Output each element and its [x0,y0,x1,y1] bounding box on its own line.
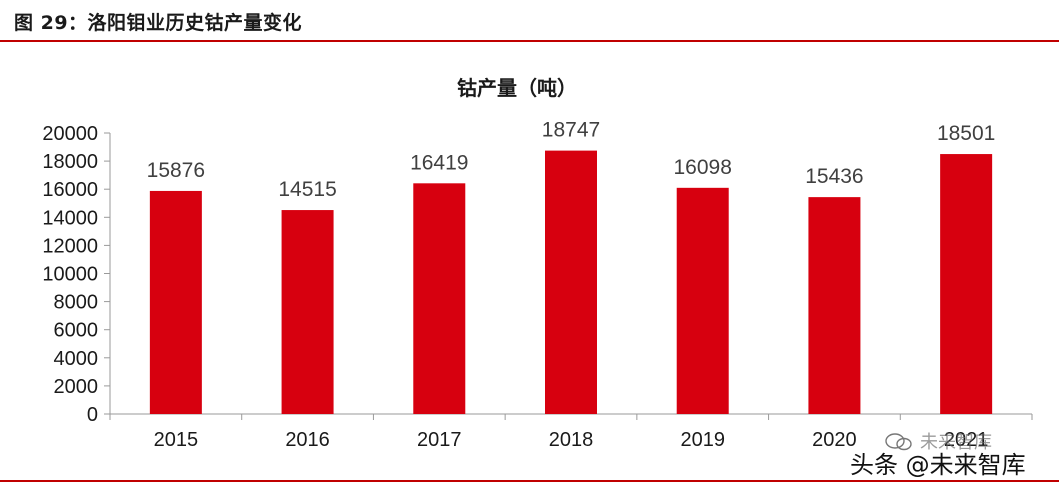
bar-2016 [281,210,334,414]
bar-2015 [149,190,202,414]
y-axis: 0 2000 4000 6000 8000 10000 12000 14000 16000 180… [42,123,111,426]
data-label-2021: 18501 [937,122,995,145]
y-tick-label: 16000 [42,179,98,201]
y-tick-label: 4000 [54,348,99,370]
data-label-2018: 18747 [542,119,600,142]
bars [149,150,993,414]
x-axis: 2015 2016 2017 2018 2019 2020 2021 [109,413,1033,451]
y-tick-label: 14000 [42,207,98,229]
header-rule [0,40,1059,42]
y-tick-label: 20000 [42,123,98,145]
data-label-2019: 16098 [674,156,732,179]
bar-2020 [808,197,861,414]
bar-2017 [413,183,466,414]
y-tick-label: 0 [87,404,98,426]
watermark-ghost: 未来智库 [920,432,992,453]
data-label-2017: 16419 [410,151,468,174]
data-label-2016: 14515 [278,178,336,201]
bar-2021 [940,154,993,414]
data-label-2015: 15876 [147,159,205,182]
x-tick-label-2017: 2017 [417,429,462,451]
footer-rule [0,480,1059,482]
bar-2018 [545,150,597,414]
x-tick-label-2019: 2019 [680,429,725,451]
y-tick-label: 18000 [42,151,98,173]
x-tick-label-2016: 2016 [285,429,330,451]
y-tick-label: 8000 [54,292,99,314]
y-tick-label: 12000 [42,235,98,257]
bar-2019 [676,187,729,414]
data-labels: 15876 14515 16419 18747 16098 15436 18501 [147,119,996,201]
figure-header: 图 29：洛阳钼业历史钴产量变化 [14,12,303,34]
y-tick-label: 6000 [54,320,99,342]
watermark: 头条 @未来智库 [850,451,1026,479]
y-tick-label: 10000 [42,264,98,286]
x-tick-label-2020: 2020 [812,429,857,451]
data-label-2020: 15436 [805,165,863,188]
y-tick-label: 2000 [54,376,99,398]
wechat-icon [885,433,912,451]
x-tick-label-2018: 2018 [549,429,594,451]
chart-title: 钴产量（吨） [457,76,577,100]
x-tick-label-2021: 2021 [944,429,989,451]
x-tick-label-2015: 2015 [154,429,199,451]
